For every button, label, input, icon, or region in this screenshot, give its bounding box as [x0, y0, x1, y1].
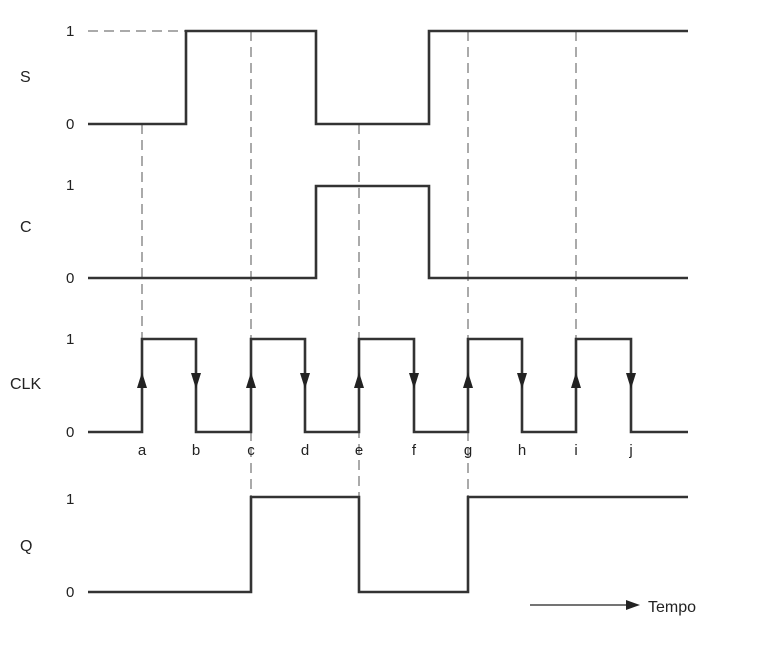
q-waveform: [88, 495, 688, 594]
edge-label-j: j: [628, 442, 632, 459]
c-level-low: 0: [66, 270, 74, 287]
rising-edge-arrow-g: [463, 372, 473, 388]
time-axis-label: Tempo: [648, 599, 696, 616]
edge-label-b: b: [192, 442, 200, 459]
falling-edge-arrow-j: [626, 373, 636, 389]
c-waveform: [88, 184, 688, 280]
signal-label-q: Q: [20, 538, 32, 555]
clock-edge-labels: a b c d e f g h i j: [138, 442, 633, 459]
edge-label-d: d: [301, 442, 309, 459]
edge-label-i: i: [574, 442, 577, 459]
rising-edge-arrow-c: [246, 372, 256, 388]
edge-label-f: f: [412, 442, 417, 459]
rising-edge-arrow-a: [137, 372, 147, 388]
q-level-high: 1: [66, 491, 74, 508]
c-level-high: 1: [66, 177, 74, 194]
s-waveform: [88, 29, 688, 126]
signal-label-c: C: [20, 219, 32, 236]
s-level-high: 1: [66, 23, 74, 40]
clk-level-high: 1: [66, 331, 74, 348]
edge-label-h: h: [518, 442, 526, 459]
s-level-low: 0: [66, 116, 74, 133]
time-axis: Tempo: [530, 599, 696, 616]
time-arrow-icon: [626, 600, 640, 610]
clk-waveform: [88, 337, 688, 434]
falling-edge-arrow-f: [409, 373, 419, 389]
signal-label-s: S: [20, 69, 31, 86]
clock-edge-arrows: [137, 372, 636, 389]
edge-label-g: g: [464, 442, 472, 459]
falling-edge-arrow-h: [517, 373, 527, 389]
guide-lines: [88, 30, 577, 592]
signal-label-clk: CLK: [10, 376, 41, 393]
q-level-low: 0: [66, 584, 74, 601]
falling-edge-arrow-b: [191, 373, 201, 389]
rising-edge-arrow-i: [571, 372, 581, 388]
clk-level-low: 0: [66, 424, 74, 441]
edge-label-c: c: [247, 442, 255, 459]
edge-label-a: a: [138, 442, 147, 459]
edge-label-e: e: [355, 442, 363, 459]
rising-edge-arrow-e: [354, 372, 364, 388]
falling-edge-arrow-d: [300, 373, 310, 389]
